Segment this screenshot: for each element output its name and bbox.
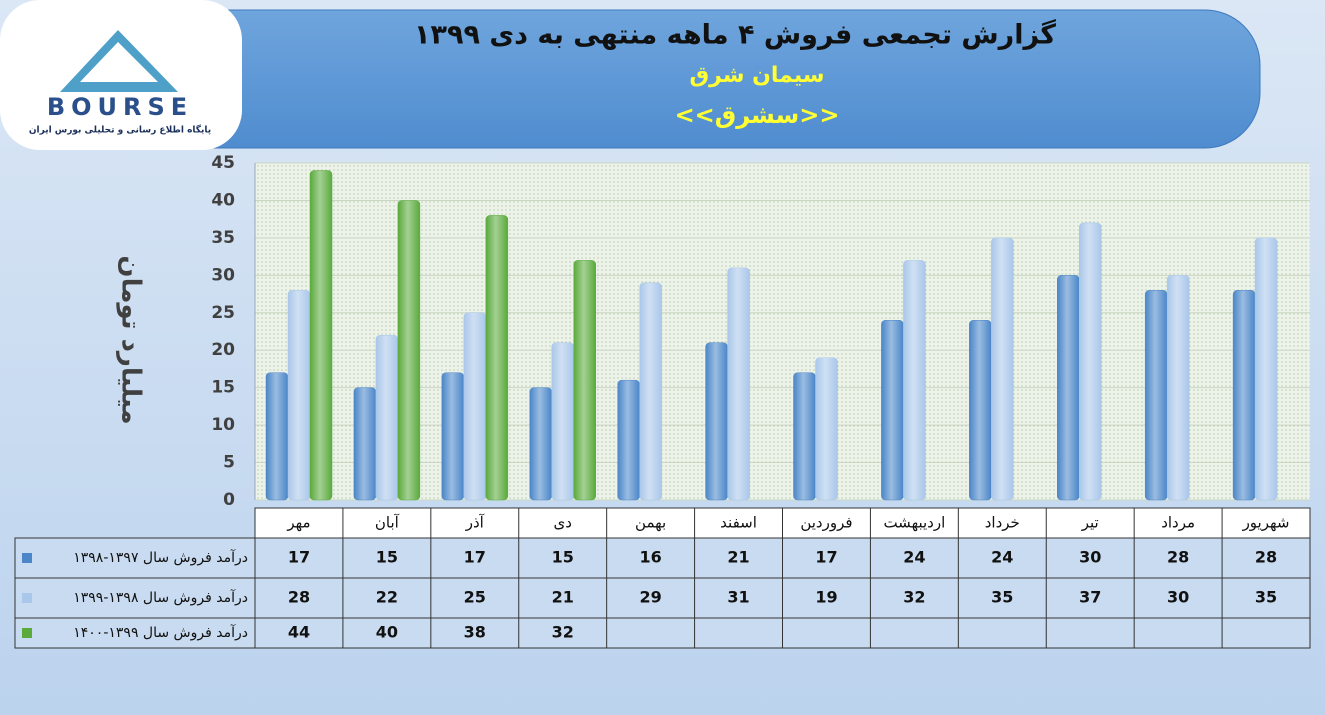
bar [903, 260, 926, 501]
bar [529, 387, 552, 501]
table-value: 29 [639, 588, 661, 607]
plot-area [255, 163, 1310, 500]
table-value: 44 [288, 623, 310, 642]
bar [573, 260, 596, 501]
x-tick-label: اردیبهشت [883, 514, 945, 532]
table-value: 19 [815, 588, 837, 607]
y-tick-label: 35 [211, 228, 235, 248]
y-axis-label: میلیارد تومان [116, 255, 146, 424]
table-value: 32 [552, 623, 574, 642]
bar [1079, 222, 1102, 501]
bar [441, 372, 465, 501]
bar [727, 267, 750, 501]
table-value: 17 [815, 548, 837, 567]
bar [881, 320, 904, 501]
table-value: 28 [1167, 548, 1189, 567]
table-value: 35 [1255, 588, 1277, 607]
y-tick-label: 20 [211, 340, 235, 360]
legend-label: درآمد فروش سال ۱۳۹۷-۱۳۹۸ [73, 549, 248, 566]
table-value: 28 [288, 588, 310, 607]
table-value: 37 [1079, 588, 1101, 607]
bar [639, 282, 662, 501]
x-tick-label: مرداد [1161, 514, 1195, 532]
chart-subtitle: سیمان شرق [689, 63, 824, 88]
table-value: 15 [376, 548, 398, 567]
logo-name: BOURSE [47, 93, 193, 121]
x-tick-label: آذر [465, 514, 485, 532]
table-value: 30 [1167, 588, 1189, 607]
y-tick-label: 45 [211, 153, 235, 173]
legend-swatch [22, 593, 32, 603]
y-tick-label: 40 [211, 190, 235, 210]
y-tick-label: 15 [211, 378, 235, 398]
chart-title: گزارش تجمعی فروش ۴ ماهه منتهی به دی ۱۳۹۹ [414, 19, 1056, 51]
table-value: 30 [1079, 548, 1101, 567]
x-tick-label: اسفند [720, 514, 757, 532]
table-value: 22 [376, 588, 398, 607]
x-tick-label: آبان [375, 514, 400, 532]
x-tick-label: شهریور [1242, 514, 1290, 532]
x-tick-label: تیر [1081, 514, 1099, 532]
table-value: 28 [1255, 548, 1277, 567]
bar [485, 215, 509, 501]
bar [463, 312, 487, 501]
y-tick-label: 5 [223, 453, 235, 473]
table-value: 32 [903, 588, 925, 607]
table-value: 21 [552, 588, 574, 607]
y-tick-label: 10 [211, 415, 235, 435]
table-value: 21 [727, 548, 749, 567]
bar [551, 342, 574, 501]
table-value: 38 [464, 623, 486, 642]
table-value: 16 [639, 548, 661, 567]
legend-swatch [22, 628, 32, 638]
table-value: 40 [376, 623, 398, 642]
bar [815, 357, 838, 501]
table-bg [14, 537, 1311, 649]
bar [705, 342, 728, 501]
x-tick-label: مهر [286, 514, 310, 532]
table-value: 35 [991, 588, 1013, 607]
table-value: 17 [464, 548, 486, 567]
y-tick-label: 0 [223, 490, 235, 510]
bar [265, 372, 289, 501]
bar [1254, 237, 1278, 501]
table-value: 31 [727, 588, 749, 607]
x-tick-label: بهمن [635, 514, 666, 532]
bar [1166, 275, 1190, 501]
table-value: 25 [464, 588, 486, 607]
bar [353, 387, 377, 501]
bar [1144, 290, 1168, 501]
bar [375, 334, 399, 501]
legend-swatch [22, 553, 32, 563]
bar [793, 372, 816, 501]
legend-label: درآمد فروش سال ۱۳۹۸-۱۳۹۹ [73, 589, 248, 606]
x-tick-label: خرداد [985, 514, 1020, 532]
logo-tagline: پایگاه اطلاع رسانی و تحلیلی بورس ایران [29, 124, 211, 136]
chart-symbol: <<سشرق>> [675, 101, 840, 129]
bar [309, 170, 333, 501]
table-value: 15 [552, 548, 574, 567]
bar [991, 237, 1014, 501]
bar [397, 200, 421, 501]
bar [617, 379, 640, 501]
table-value: 17 [288, 548, 310, 567]
bar [1057, 275, 1080, 501]
bar [1232, 290, 1256, 501]
y-tick-label: 30 [211, 265, 235, 285]
table-value: 24 [903, 548, 925, 567]
x-tick-label: فروردین [800, 514, 852, 532]
bar [287, 290, 311, 501]
table-value: 24 [991, 548, 1013, 567]
y-tick-label: 25 [211, 303, 235, 323]
logo-shape [80, 42, 158, 82]
legend-label: درآمد فروش سال ۱۳۹۹-۱۴۰۰ [73, 624, 248, 641]
bar [969, 320, 992, 501]
x-tick-label: دی [553, 514, 571, 532]
